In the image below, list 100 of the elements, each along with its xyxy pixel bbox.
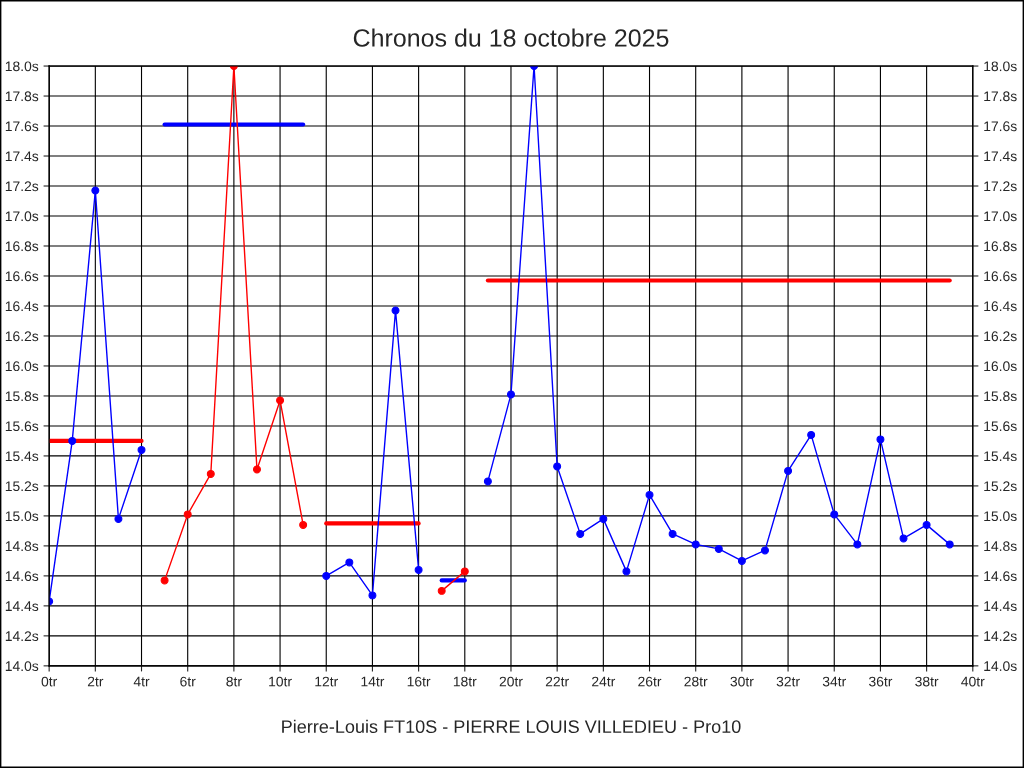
y-tick-label: 14.2s bbox=[5, 631, 39, 642]
y-tick-label: 16.2s bbox=[5, 331, 39, 342]
x-tick-label: 6tr bbox=[180, 676, 196, 687]
y-tick-label: 14.6s bbox=[5, 571, 39, 582]
x-axis-title: Pierre-Louis FT10S - PIERRE LOUIS VILLEDIEU - Pro10 bbox=[282, 719, 741, 734]
y2-tick-label: 17.6s bbox=[984, 121, 1017, 132]
y-tick-label: 15.4s bbox=[5, 451, 39, 462]
point bbox=[691, 540, 700, 549]
point bbox=[853, 540, 862, 549]
x-tick-label: 18tr bbox=[453, 676, 477, 687]
y2-tick-label: 16.8s bbox=[984, 241, 1017, 252]
y-tick-label: 15.8s bbox=[5, 391, 39, 402]
x-tick-label: 14tr bbox=[361, 676, 385, 687]
y2-tick-label: 17.0s bbox=[984, 211, 1017, 222]
point bbox=[553, 462, 562, 471]
y-tick-label: 14.4s bbox=[5, 601, 39, 612]
y2-tick-label: 14.8s bbox=[984, 541, 1017, 552]
point bbox=[668, 529, 677, 538]
x-tick-label: 38tr bbox=[915, 676, 939, 687]
x-tick-label: 20tr bbox=[499, 676, 523, 687]
x-tick-label: 28tr bbox=[684, 676, 708, 687]
y-tick-label: 16.4s bbox=[5, 301, 39, 312]
point bbox=[714, 544, 723, 553]
y-tick-label: 17.8s bbox=[5, 91, 39, 102]
y-tick-label: 17.4s bbox=[5, 151, 39, 162]
y2-tick-label: 16.2s bbox=[984, 331, 1017, 342]
point bbox=[645, 490, 654, 499]
y-tick-label: 14.0s bbox=[5, 661, 39, 672]
y-tick-label: 15.2s bbox=[5, 481, 39, 492]
y-tick-label: 15.0s bbox=[5, 511, 39, 522]
point bbox=[345, 558, 354, 567]
point bbox=[807, 430, 816, 439]
point bbox=[506, 390, 515, 399]
y2-tick-label: 14.4s bbox=[984, 601, 1017, 612]
point bbox=[784, 466, 793, 475]
y-tick-label: 14.8s bbox=[5, 541, 39, 552]
y-tick-label: 15.6s bbox=[5, 421, 39, 432]
point bbox=[576, 529, 585, 538]
y-tick-label: 18.0s bbox=[5, 61, 39, 72]
point bbox=[483, 477, 492, 486]
point bbox=[414, 565, 423, 574]
y2-tick-label: 16.6s bbox=[984, 271, 1017, 282]
point bbox=[760, 546, 769, 555]
x-tick-label: 24tr bbox=[592, 676, 616, 687]
x-tick-label: 36tr bbox=[869, 676, 893, 687]
point bbox=[252, 465, 261, 474]
y-tick-label: 17.2s bbox=[5, 181, 39, 192]
y2-tick-label: 15.6s bbox=[984, 421, 1017, 432]
y2-tick-label: 14.2s bbox=[984, 631, 1017, 642]
y2-tick-label: 15.8s bbox=[984, 391, 1017, 402]
point bbox=[876, 435, 885, 444]
y-tick-label: 17.0s bbox=[5, 211, 39, 222]
point bbox=[299, 520, 308, 529]
point bbox=[368, 591, 377, 600]
x-tick-label: 16tr bbox=[407, 676, 431, 687]
x-tick-label: 12tr bbox=[315, 676, 338, 687]
x-tick-label: 4tr bbox=[133, 676, 150, 687]
point bbox=[899, 534, 908, 543]
y2-tick-label: 15.2s bbox=[984, 481, 1017, 492]
y2-tick-label: 14.0s bbox=[984, 661, 1017, 672]
y2-tick-label: 15.4s bbox=[984, 451, 1017, 462]
y2-tick-label: 14.6s bbox=[984, 571, 1017, 582]
x-tick-label: 0tr bbox=[41, 676, 58, 687]
point bbox=[137, 445, 146, 454]
y2-tick-label: 17.8s bbox=[984, 91, 1017, 102]
y2-tick-label: 17.2s bbox=[984, 181, 1017, 192]
y2-tick-label: 18.0s bbox=[984, 61, 1017, 72]
point bbox=[737, 556, 746, 565]
point bbox=[830, 510, 839, 519]
point bbox=[160, 576, 169, 585]
point bbox=[460, 567, 469, 576]
y2-tick-label: 17.4s bbox=[984, 151, 1017, 162]
x-tick-label: 22tr bbox=[545, 676, 569, 687]
point bbox=[945, 540, 954, 549]
x-tick-label: 8tr bbox=[226, 676, 242, 687]
chart-title: Chronos du 18 octobre 2025 bbox=[353, 28, 669, 47]
point bbox=[206, 469, 215, 478]
point bbox=[599, 514, 608, 523]
y-tick-label: 16.0s bbox=[5, 361, 39, 372]
point bbox=[276, 396, 285, 405]
y-tick-label: 16.6s bbox=[5, 271, 39, 282]
x-tick-label: 10tr bbox=[269, 676, 292, 687]
y2-tick-label: 16.0s bbox=[984, 361, 1017, 372]
y-tick-label: 17.6s bbox=[5, 121, 39, 132]
point bbox=[322, 571, 331, 580]
y2-tick-label: 15.0s bbox=[984, 511, 1017, 522]
point bbox=[114, 514, 123, 523]
point bbox=[622, 567, 631, 576]
point bbox=[922, 520, 931, 529]
y2-tick-label: 16.4s bbox=[984, 301, 1017, 312]
x-tick-label: 32tr bbox=[776, 676, 800, 687]
point bbox=[183, 510, 192, 519]
x-tick-label: 40tr bbox=[961, 676, 985, 687]
x-tick-label: 2tr bbox=[87, 676, 104, 687]
x-tick-label: 26tr bbox=[638, 676, 662, 687]
point bbox=[68, 436, 77, 445]
point bbox=[437, 586, 446, 595]
point bbox=[91, 186, 100, 195]
point bbox=[391, 306, 400, 315]
x-tick-label: 30tr bbox=[730, 676, 754, 687]
